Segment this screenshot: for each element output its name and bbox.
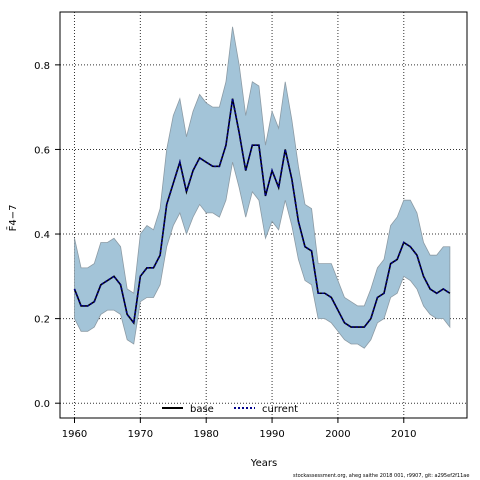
confidence-band bbox=[74, 26, 451, 349]
y-tick-label: 0.0 bbox=[34, 399, 50, 410]
x-tick-label: 1980 bbox=[193, 429, 218, 440]
x-tick-label: 1960 bbox=[62, 429, 87, 440]
x-axis-label: Years bbox=[250, 458, 277, 469]
y-tick-label: 0.8 bbox=[34, 61, 50, 72]
y-tick-label: 0.6 bbox=[34, 145, 50, 156]
legend-label-current: current bbox=[262, 404, 298, 415]
y-tick-label: 0.2 bbox=[34, 315, 50, 326]
plot-frame bbox=[59, 11, 468, 419]
legend-label-base: base bbox=[190, 404, 214, 415]
legend: base current bbox=[162, 404, 298, 415]
axis-ticks: 1960 1970 1980 1990 2000 2010 0.0 0.2 0.4 0.6 0.8 bbox=[34, 61, 416, 440]
x-tick-label: 1990 bbox=[259, 429, 284, 440]
x-tick-label: 2010 bbox=[391, 429, 416, 440]
series-line-current bbox=[73, 98, 451, 328]
footer-credit: stockassessment.org, aheg saithe 2018 00… bbox=[293, 473, 470, 479]
x-tick-label: 1970 bbox=[128, 429, 153, 440]
x-tick-label: 2000 bbox=[325, 429, 350, 440]
y-tick-label: 0.4 bbox=[34, 230, 50, 241]
y-axis-label: F̄4−7 bbox=[6, 205, 19, 232]
